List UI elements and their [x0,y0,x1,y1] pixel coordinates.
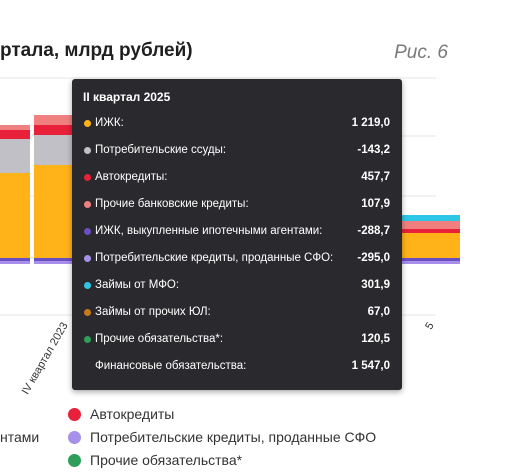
tooltip-row-label: Финансовые обязательства: [95,360,247,372]
tooltip-row-label: Потребительские ссуды: [95,144,227,156]
series-dot-icon [84,174,91,181]
bar-segment [34,115,94,125]
tooltip-row: ИЖК, выкупленные ипотечными агентами: -28… [72,223,402,243]
legend-item-label: Потребительские кредиты, проданные СФО [90,429,377,445]
tooltip-row-label: Займы от МФО: [95,279,180,291]
bar-segment-negative [34,258,94,261]
bar-segment [400,221,460,229]
series-dot-icon [84,309,91,316]
tooltip-row-value: 1 547,0 [351,360,390,372]
bar-segment [0,125,30,130]
figure-label: Рис. 6 [394,42,448,63]
tooltip-row: Займы от МФО: 301,9 [72,277,402,297]
tooltip-row: Потребительские кредиты, проданные СФО: -… [72,250,402,270]
bar-segment [400,233,460,258]
chart-tooltip: II квартал 2025 ИЖК: 1 219,0 Потребительск… [72,79,402,390]
series-dot-icon [84,228,91,235]
tooltip-row-label: Прочие обязательства*: [95,333,224,345]
tooltip-row-value: 1 219,0 [351,117,390,129]
series-dot-icon [84,282,91,289]
x-tick-label: 5 [423,321,436,332]
bar-segment [34,125,94,135]
legend-dot-icon [68,431,81,444]
tooltip-row-value: -288,7 [357,225,390,237]
tooltip-row: Финансовые обязательства: 1 547,0 [72,358,402,378]
tooltip-row-value: 457,7 [361,171,390,183]
tooltip-row-value: -295,0 [357,252,390,264]
bar-segment [400,229,460,233]
series-dot-icon [84,120,91,127]
tooltip-row-value: 120,5 [361,333,390,345]
tooltip-row-value: -143,2 [357,144,390,156]
legend-item-label: Прочие обязательства* [90,452,243,468]
tooltip-row: Прочие банковские кредиты: 107,9 [72,196,402,216]
series-dot-icon [84,201,91,208]
tooltip-row-label: Прочие банковские кредиты: [95,198,249,210]
tooltip-row: Прочие обязательства*: 120,5 [72,331,402,351]
tooltip-row: Потребительские ссуды: -143,2 [72,142,402,162]
tooltip-row-label: ИЖК, выкупленные ипотечными агентами: [95,225,323,237]
legend-item-label: нтами [0,429,40,445]
tooltip-row: Займы от прочих ЮЛ: 67,0 [72,304,402,324]
bar-segment-negative [400,258,460,261]
series-dot-icon [84,255,91,262]
bar-segment-negative [34,261,94,264]
x-tick-label: IV квартал 2023 [20,321,71,397]
legend-dot-icon [68,454,81,467]
series-dot-icon [84,147,91,154]
tooltip-row-value: 301,9 [361,279,390,291]
bar-segment [400,215,460,221]
tooltip-row-value: 107,9 [361,198,390,210]
tooltip-row-label: Потребительские кредиты, проданные СФО: [95,252,334,264]
bar-segment-negative [400,261,460,264]
tooltip-row-label: Автокредиты: [95,171,168,183]
bar-segment-negative [0,261,30,264]
bar-segment [0,139,30,173]
legend-dot-icon [68,408,81,421]
tooltip-row-label: Займы от прочих ЮЛ: [95,306,211,318]
tooltip-row: ИЖК: 1 219,0 [72,115,402,135]
bar-segment [0,130,30,139]
legend-item-label: Автокредиты [90,406,175,422]
tooltip-row-value: 67,0 [367,306,390,318]
bar-segment [0,173,30,258]
tooltip-row: Автокредиты: 457,7 [72,169,402,189]
series-dot-icon [84,336,91,343]
tooltip-row-label: ИЖК: [95,117,124,129]
chart-title: ртала, млрд рублей) [0,40,193,61]
bar-segment-negative [0,258,30,261]
tooltip-title: II квартал 2025 [83,90,171,104]
